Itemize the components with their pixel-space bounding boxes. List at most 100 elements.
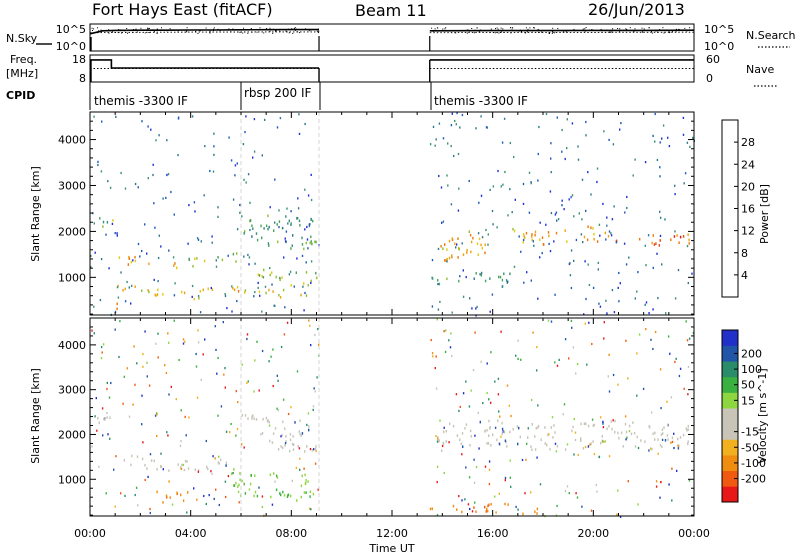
nsky-point (541, 31, 543, 33)
velocity-cell (640, 439, 642, 442)
power-speckle (302, 285, 304, 288)
velocity-speckle (562, 413, 564, 416)
nsky-tick-top: 10^5 (56, 23, 86, 36)
velocity-speckle (566, 443, 569, 446)
power-cell (124, 287, 126, 291)
velocity-speckle (312, 408, 314, 411)
x-tick-labels: 00:00 04:00 08:00 12:00 16:00 20:00 00:00 (74, 527, 710, 540)
power-cell (457, 237, 459, 240)
power-speckle (303, 309, 305, 312)
velocity-speckle (102, 343, 105, 346)
velocity-speckle (91, 329, 93, 332)
velocity-cell (651, 447, 653, 451)
velocity-speckle (170, 385, 172, 388)
power-cell (314, 240, 316, 244)
power-speckle (561, 204, 563, 207)
velocity-speckle (488, 398, 490, 401)
power-speckle (213, 145, 215, 148)
velocity-cell (247, 417, 249, 420)
power-speckle (252, 156, 254, 159)
velocity-speckle (261, 349, 264, 353)
velocity-speckle (137, 504, 139, 507)
x-axis-label: Time UT (368, 542, 414, 554)
nsky-point (495, 28, 496, 30)
velocity-cell (685, 427, 687, 430)
power-cell (251, 224, 253, 228)
power-speckle (687, 281, 689, 285)
velocity-speckle (436, 440, 439, 443)
power-speckle (261, 154, 263, 157)
power-cell (437, 279, 439, 282)
power-cell (451, 237, 453, 240)
power-cell (670, 238, 672, 241)
power-cell (261, 236, 263, 240)
power-cell (261, 274, 263, 278)
velocity-speckle (564, 489, 567, 493)
velocity-speckle (258, 486, 260, 489)
power-cell (300, 293, 302, 297)
power-speckle (134, 182, 137, 186)
velocity-speckle (472, 369, 475, 372)
velocity-colorbar-swatch (722, 330, 738, 346)
power-speckle (585, 297, 587, 301)
power-speckle (619, 128, 621, 131)
freq-line (90, 59, 319, 69)
velocity-speckle (441, 444, 444, 448)
velocity-speckle (612, 419, 614, 422)
velocity-speckle (91, 445, 93, 448)
velocity-cell (251, 417, 253, 420)
power-speckle (617, 286, 619, 289)
velocity-cell (571, 429, 573, 433)
power-speckle (479, 273, 481, 276)
velocity-speckle (478, 447, 480, 450)
nsky-point (537, 28, 539, 30)
velocity-speckle (224, 367, 226, 370)
power-cell (303, 247, 305, 251)
velocity-speckle (488, 483, 491, 486)
power-speckle (606, 216, 608, 219)
power-speckle (461, 113, 464, 117)
power-speckle (284, 240, 287, 243)
power-cell (687, 233, 689, 236)
velocity-speckle (649, 447, 652, 450)
nsky-point (468, 30, 470, 32)
power-speckle (97, 163, 99, 167)
power-speckle (647, 234, 650, 237)
nsky-point (136, 31, 138, 33)
velocity-cell (534, 435, 536, 438)
cpid-panel: CPID themis -3300 IF rbsp 200 IF themis … (6, 82, 528, 110)
power-speckle (131, 284, 133, 287)
power-speckle (245, 181, 247, 184)
power-speckle (459, 275, 461, 278)
velocity-cell (654, 438, 656, 441)
power-speckle (116, 232, 118, 235)
velocity-speckle (436, 318, 438, 321)
power-speckle (626, 195, 628, 199)
power-speckle (264, 118, 266, 121)
power-speckle (248, 263, 250, 266)
velocity-speckle (484, 465, 487, 468)
nsky-point (140, 29, 142, 31)
velocity-speckle (196, 396, 199, 399)
power-speckle (636, 290, 638, 293)
power-cell (303, 282, 305, 285)
velocity-cell (304, 450, 306, 453)
velocity-speckle (595, 483, 597, 487)
nsky-point (500, 31, 502, 33)
power-speckle (241, 215, 243, 218)
nsky-point (642, 31, 644, 33)
velocity-speckle (650, 411, 653, 414)
power-speckle (236, 300, 238, 303)
velocity-speckle (113, 468, 115, 471)
power-speckle (599, 305, 602, 308)
x-tick-label: 12:00 (376, 527, 408, 540)
power-speckle (440, 186, 443, 189)
power-speckle (439, 300, 441, 303)
velocity-speckle (563, 403, 566, 406)
velocity-cell (269, 473, 272, 477)
power-speckle (212, 170, 215, 173)
velocity-cell (225, 461, 228, 465)
velocity-speckle (197, 329, 199, 332)
velocity-speckle (243, 446, 245, 449)
